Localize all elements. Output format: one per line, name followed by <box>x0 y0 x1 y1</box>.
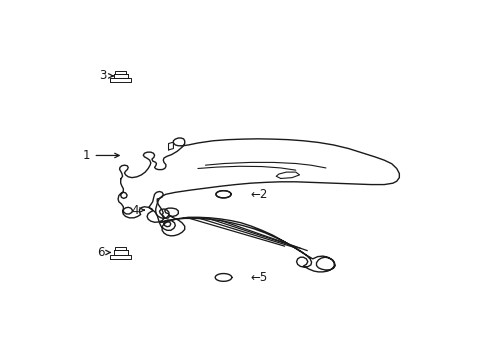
Text: ←2: ←2 <box>250 188 267 201</box>
Text: 6: 6 <box>97 246 110 259</box>
Text: 4: 4 <box>131 203 144 217</box>
Text: 1: 1 <box>83 149 119 162</box>
Text: ←5: ←5 <box>250 271 267 284</box>
Text: 3: 3 <box>99 69 113 82</box>
